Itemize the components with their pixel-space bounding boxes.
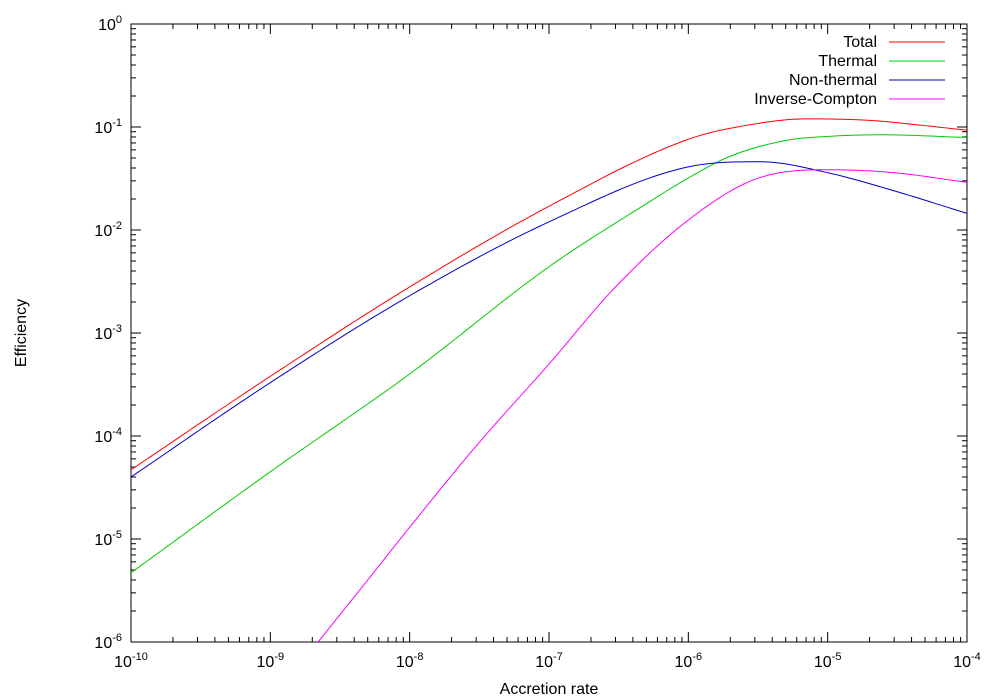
y-tick-label: 100: [98, 14, 122, 34]
y-tick-label: 10-2: [94, 220, 122, 240]
x-tick-labels: 10-10 10-9 10-8 10-7 10-6 10-5 10-4: [114, 651, 981, 671]
legend-label: Non-thermal: [789, 72, 877, 89]
x-tick-label: 10-7: [535, 651, 563, 671]
series-line-non-thermal: [130, 161, 968, 478]
y-tick-label: 10-6: [94, 632, 122, 652]
axis-ticks: [130, 23, 968, 643]
x-tick-label: 10-9: [257, 651, 285, 671]
x-tick-label: 10-8: [396, 651, 424, 671]
series-line-thermal: [130, 134, 968, 574]
x-tick-label: 10-10: [114, 651, 148, 671]
x-tick-label: 10-5: [814, 651, 842, 671]
series-lines: [130, 118, 968, 643]
plot-frame: [130, 23, 968, 643]
legend-label: Inverse-Compton: [754, 91, 877, 108]
y-tick-label: 10-5: [94, 529, 122, 549]
y-tick-label: 10-1: [94, 117, 122, 137]
y-tick-label: 10-4: [94, 426, 122, 446]
y-tick-label: 10-3: [94, 323, 122, 343]
legend-label: Total: [843, 34, 877, 51]
y-tick-labels: 10-6 10-5 10-4 10-3 10-2 10-1 100: [94, 14, 122, 652]
legend: Total Thermal Non-thermal Inverse-Compton: [754, 34, 945, 108]
x-axis-title: Accretion rate: [500, 681, 599, 698]
legend-label: Thermal: [818, 53, 877, 70]
series-line-total: [130, 118, 968, 471]
y-axis-title: Efficiency: [13, 299, 30, 367]
series-line-inverse-compton: [317, 169, 968, 643]
x-tick-label: 10-4: [953, 651, 981, 671]
x-tick-label: 10-6: [675, 651, 703, 671]
